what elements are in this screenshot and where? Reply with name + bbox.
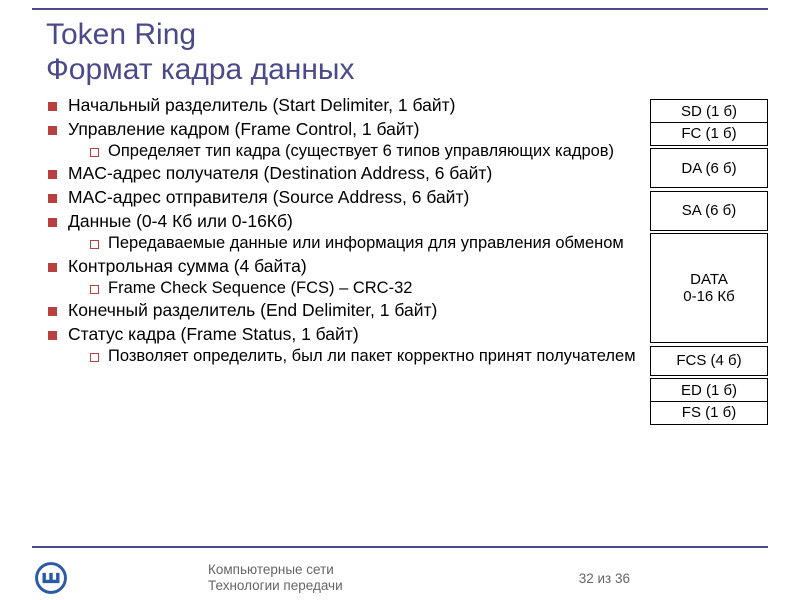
bullet-list-container: Начальный разделитель (Start Delimiter, …	[32, 95, 650, 423]
list-item: MAC-адрес отправителя (Source Address, 6…	[46, 187, 642, 209]
frame-field-cell: FC (1 б)	[650, 122, 768, 146]
list-item: Передаваемые данные или информация для у…	[68, 233, 642, 254]
frame-field-cell: DATA0-16 Кб	[650, 233, 768, 343]
university-logo-icon	[34, 561, 68, 595]
list-item: Позволяет определить, был ли пакет корре…	[68, 346, 642, 367]
page-indicator: 32 из 36	[579, 571, 630, 586]
frame-field-cell: FS (1 б)	[650, 401, 768, 425]
footer-text: Компьютерные сети Технологии передачи	[208, 562, 343, 593]
title-line-1: Token Ring	[46, 18, 196, 51]
page-sep: из	[594, 571, 615, 586]
page-total: 36	[615, 571, 630, 586]
sub-list: Определяет тип кадра (существует 6 типов…	[68, 141, 642, 162]
sub-list: Позволяет определить, был ли пакет корре…	[68, 346, 642, 367]
slide-title: Token Ring Формат кадра данных	[46, 18, 768, 87]
frame-field-cell: SA (6 б)	[650, 191, 768, 231]
footer-line-1: Компьютерные сети	[208, 562, 334, 577]
sub-list: Frame Check Sequence (FCS) – CRC-32	[68, 278, 642, 299]
title-line-2: Формат кадра данных	[46, 53, 354, 86]
frame-field-cell: FCS (4 б)	[650, 346, 768, 376]
page-current: 32	[579, 571, 594, 586]
frame-field-cell: SD (1 б)	[650, 99, 768, 123]
footer: Компьютерные сети Технологии передачи 32…	[0, 556, 800, 600]
content-area: Начальный разделитель (Start Delimiter, …	[32, 95, 768, 423]
slide-frame: Token Ring Формат кадра данных Начальный…	[32, 8, 768, 548]
sub-list: Передаваемые данные или информация для у…	[68, 233, 642, 254]
list-item: Определяет тип кадра (существует 6 типов…	[68, 141, 642, 162]
list-item: Данные (0-4 Кб или 0-16Кб)Передаваемые д…	[46, 211, 642, 254]
bullet-list: Начальный разделитель (Start Delimiter, …	[46, 95, 642, 367]
list-item: MAC-адрес получателя (Destination Addres…	[46, 163, 642, 185]
list-item: Frame Check Sequence (FCS) – CRC-32	[68, 278, 642, 299]
list-item: Контрольная сумма (4 байта)Frame Check S…	[46, 256, 642, 299]
list-item: Статус кадра (Frame Status, 1 байт)Позво…	[46, 324, 642, 367]
list-item: Начальный разделитель (Start Delimiter, …	[46, 95, 642, 117]
list-item: Управление кадром (Frame Control, 1 байт…	[46, 119, 642, 162]
frame-format-diagram: SD (1 б)FC (1 б)DA (6 б)SA (6 б)DATA0-16…	[650, 99, 768, 423]
frame-field-cell: ED (1 б)	[650, 378, 768, 402]
footer-line-2: Технологии передачи	[208, 578, 343, 593]
list-item: Конечный разделитель (End Delimiter, 1 б…	[46, 300, 642, 322]
frame-field-cell: DA (6 б)	[650, 148, 768, 188]
